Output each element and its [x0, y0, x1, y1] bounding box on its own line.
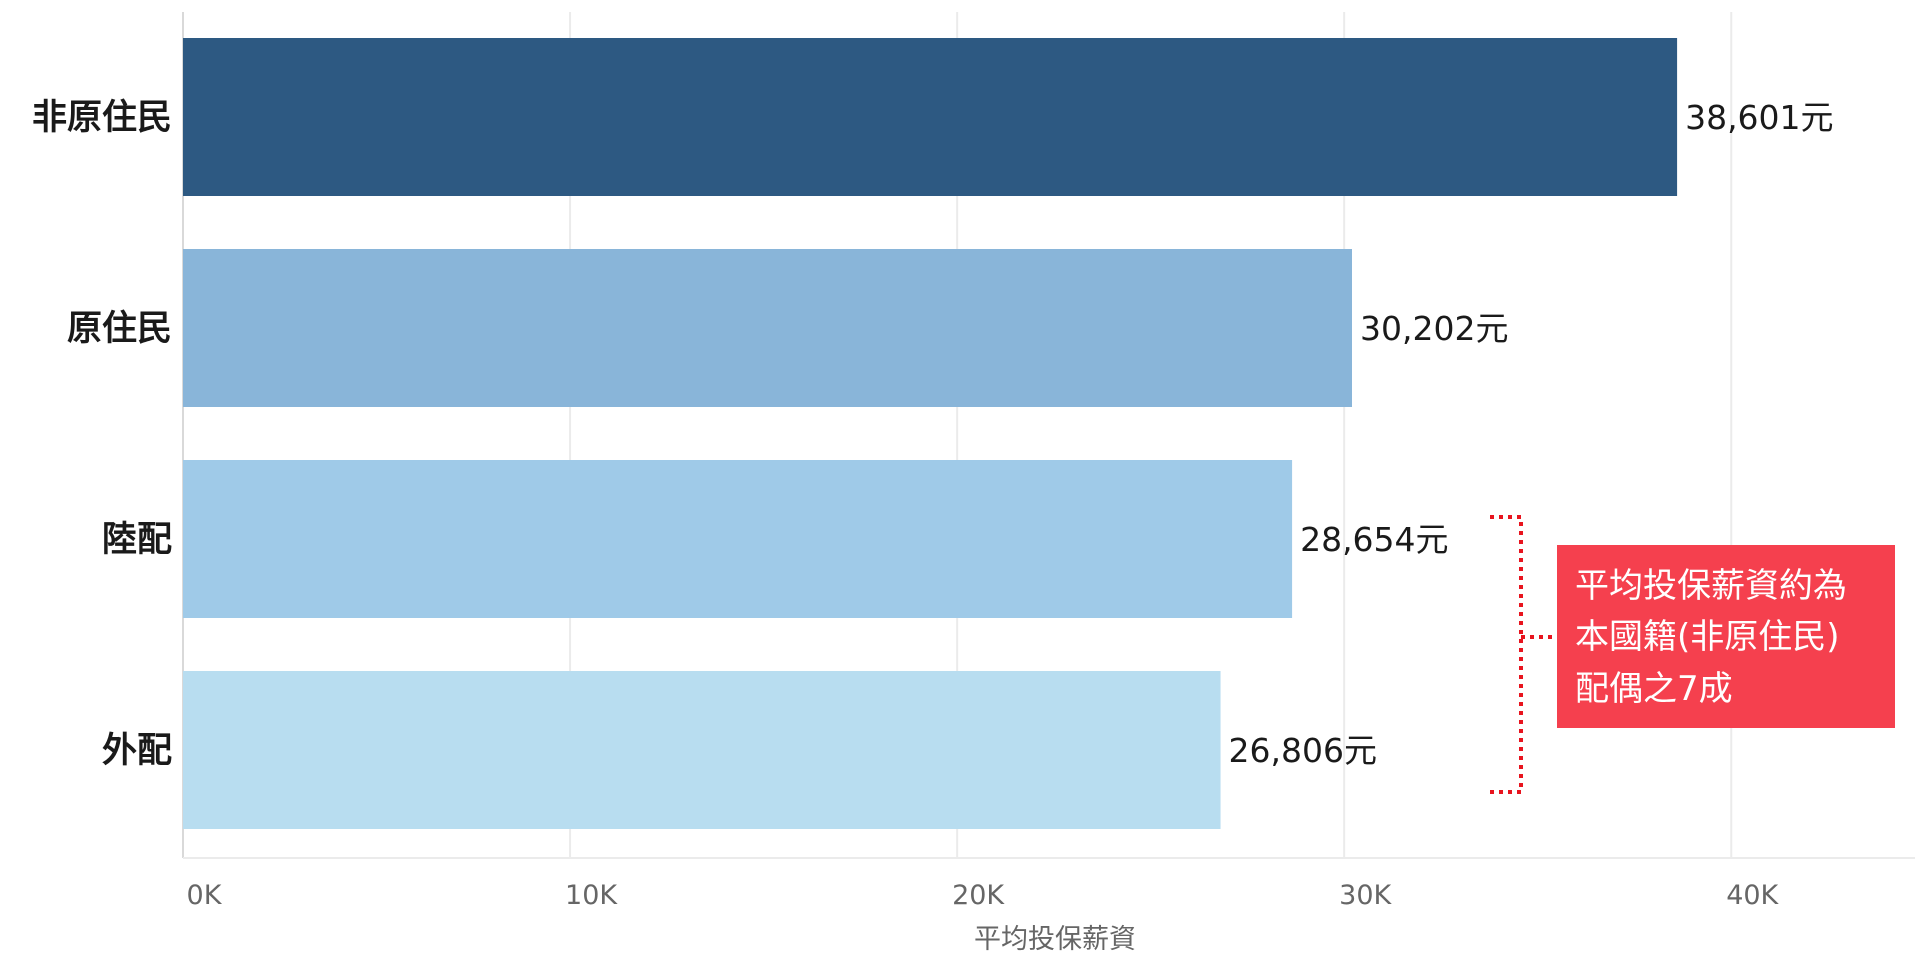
value-label: 28,654元: [1300, 520, 1448, 559]
bar: [183, 249, 1352, 407]
x-tick-label: 30K: [1339, 880, 1392, 911]
value-label: 30,202元: [1360, 309, 1508, 348]
category-label: 原住民: [67, 309, 172, 349]
x-tick-label: 40K: [1726, 880, 1779, 911]
x-axis-title: 平均投保薪資: [974, 924, 1136, 955]
category-label: 陸配: [102, 520, 172, 560]
annotation-line-1: 平均投保薪資約為: [1575, 566, 1847, 606]
x-tick-label: 0K: [187, 880, 223, 911]
x-tick-label: 20K: [952, 880, 1005, 911]
annotation-bracket: [1490, 515, 1523, 794]
bars-layer: [183, 38, 1678, 829]
x-tick-label: 10K: [565, 880, 618, 911]
annotation-line-2: 本國籍(非原住民): [1575, 617, 1840, 657]
bar: [183, 38, 1678, 196]
x-axis: 平均投保薪資 0K 10K 20K 30K 40K: [187, 880, 1780, 955]
annotation-box: [1557, 545, 1895, 728]
bar: [183, 671, 1221, 829]
category-label: 非原住民: [32, 98, 172, 138]
annotation: 平均投保薪資約為 本國籍(非原住民) 配偶之7成: [1490, 515, 1895, 794]
annotation-line-3: 配偶之7成: [1575, 669, 1733, 709]
value-label: 26,806元: [1229, 731, 1377, 770]
value-label: 38,601元: [1685, 98, 1833, 137]
category-label: 外配: [102, 731, 172, 771]
bar: [183, 460, 1293, 618]
